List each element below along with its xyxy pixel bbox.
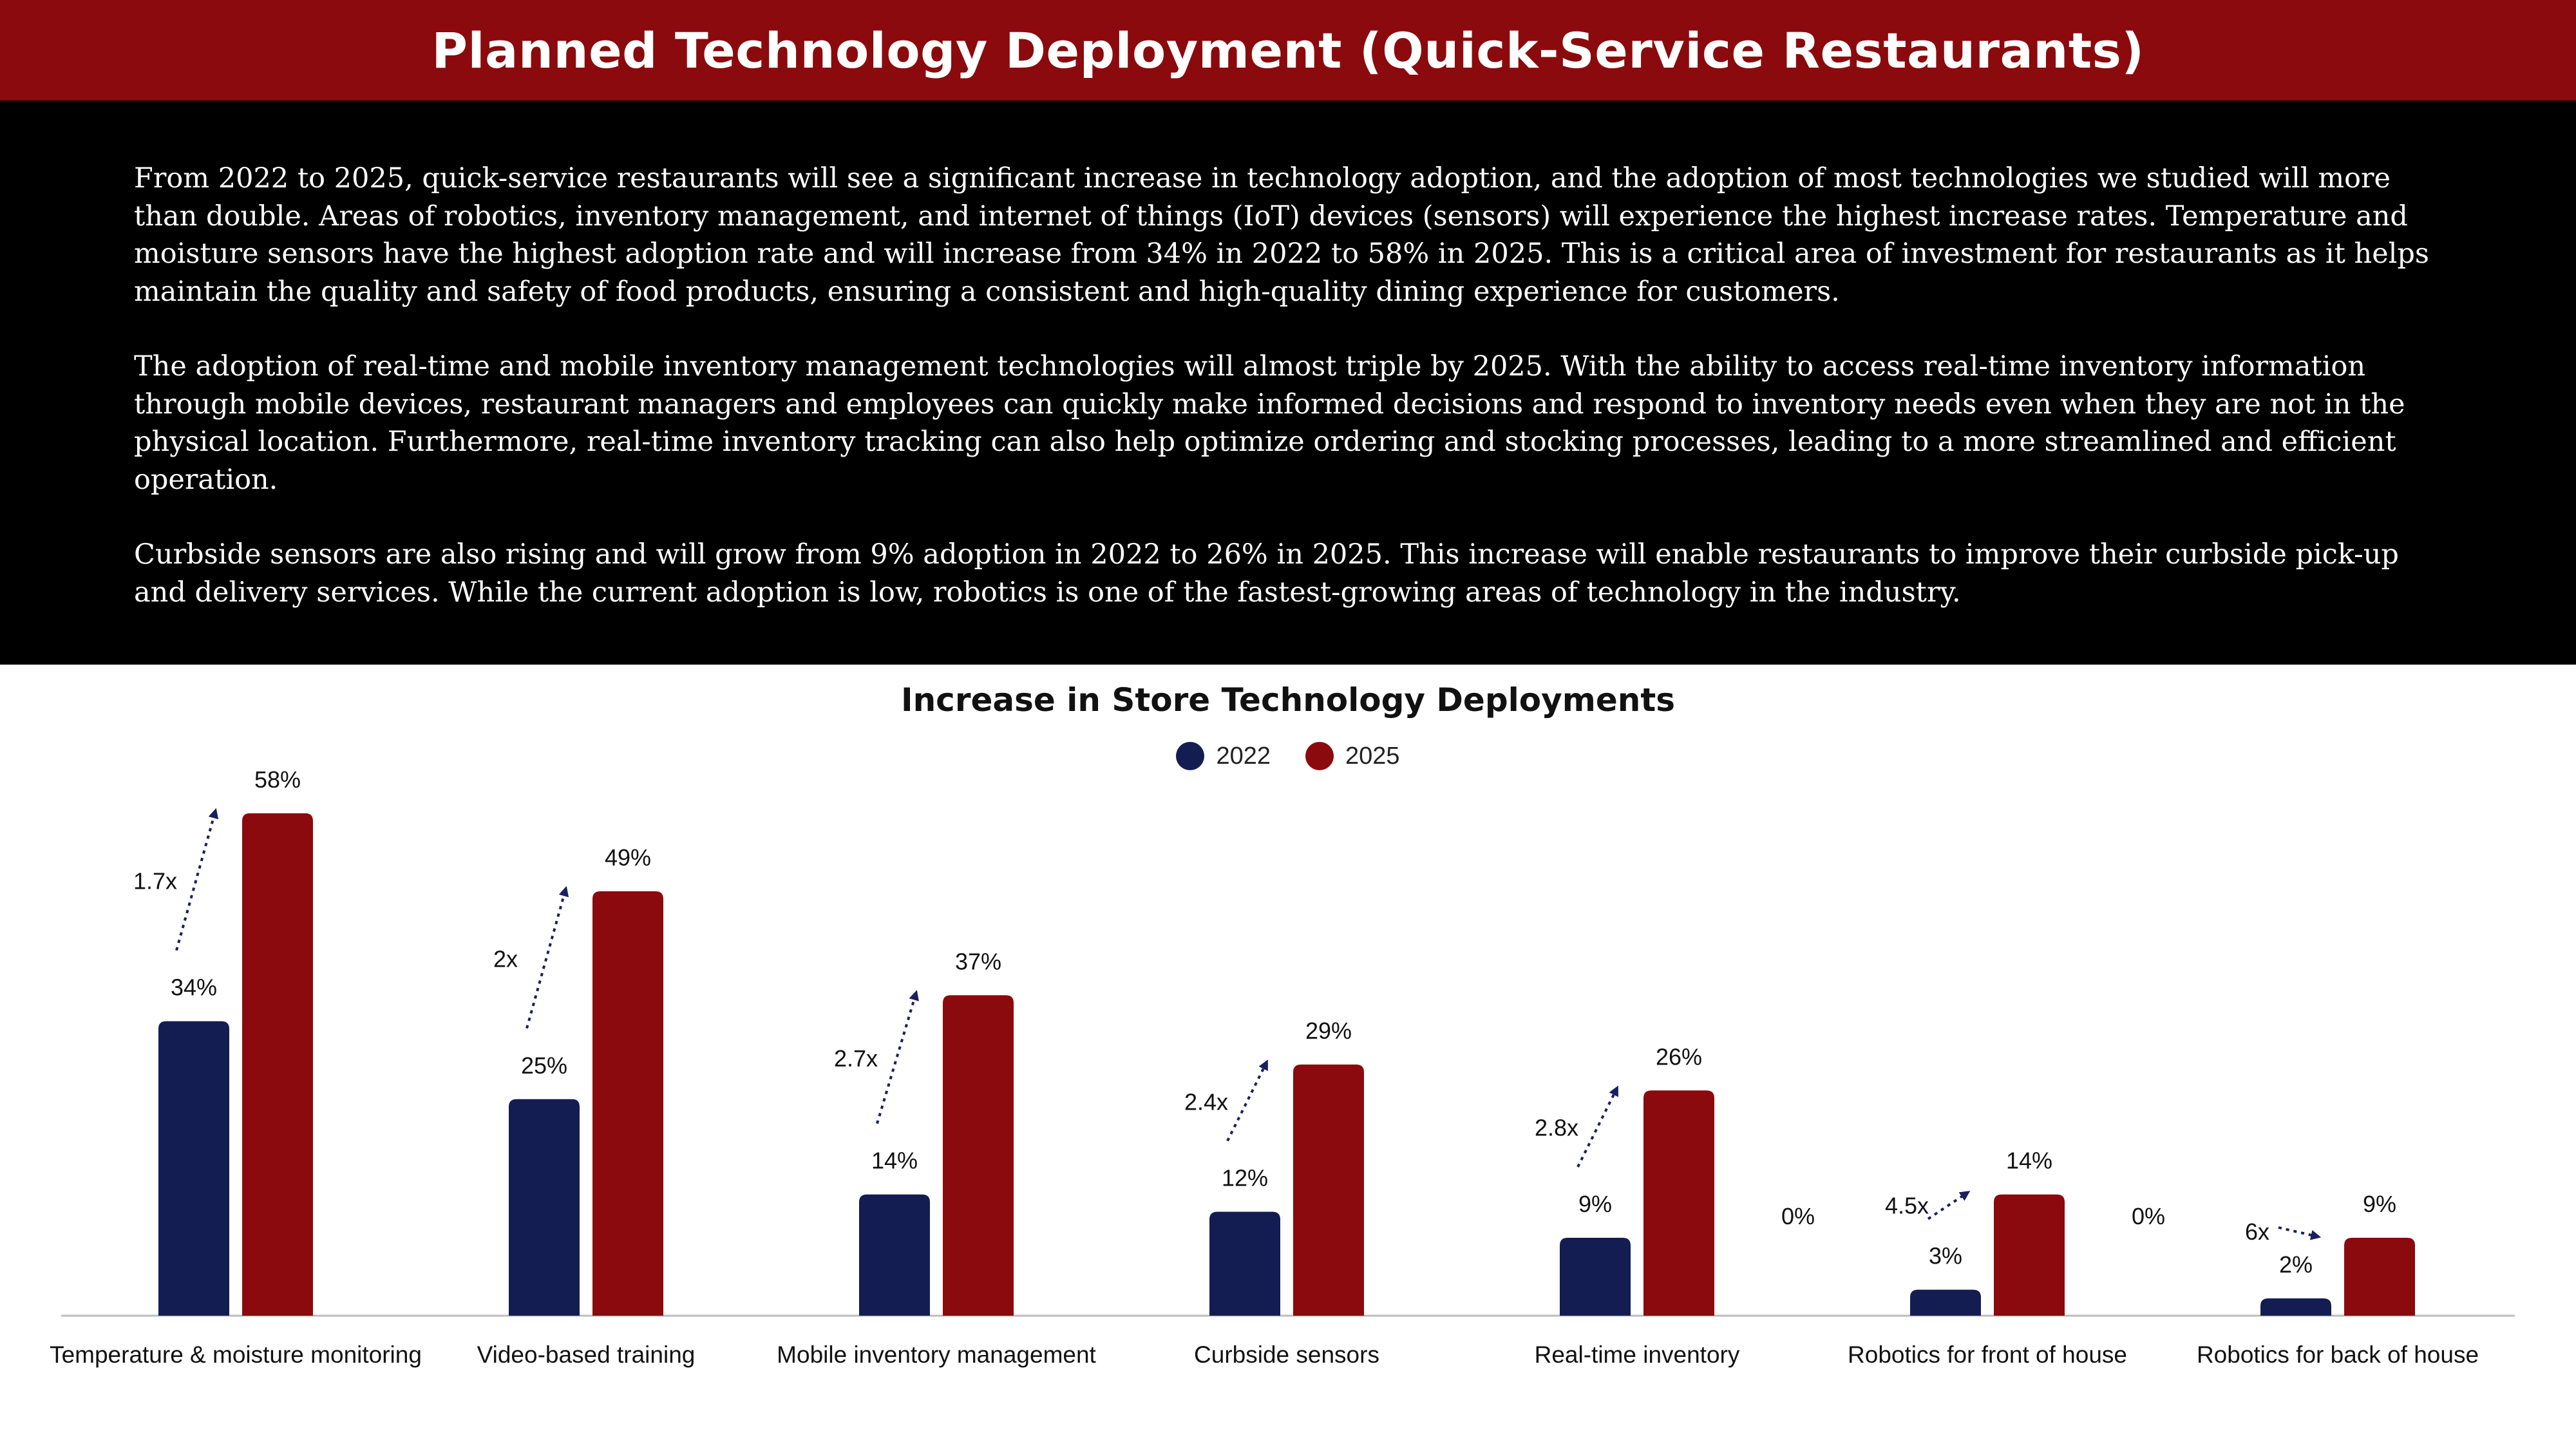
multiplier-arrow xyxy=(175,808,219,951)
bar-2025 xyxy=(943,995,1014,1316)
bar-2025 xyxy=(2344,1237,2415,1316)
bar-2022 xyxy=(2260,1298,2331,1316)
multiplier-label: 2.7x xyxy=(834,1045,878,1072)
category-label: Mobile inventory management xyxy=(777,1341,1096,1368)
legend-item-2025: 2025 xyxy=(1305,742,1400,770)
multiplier-label: 2x xyxy=(493,945,518,972)
bar-2025 xyxy=(1994,1194,2065,1316)
bar-2022 xyxy=(1560,1237,1631,1316)
category-label: Temperature & moisture monitoring xyxy=(50,1341,422,1368)
data-label-2022: 3% xyxy=(1929,1243,1962,1269)
header-banner: Planned Technology Deployment (Quick-Ser… xyxy=(0,0,2576,100)
multiplier-arrow xyxy=(1577,1085,1618,1168)
data-label-2022: 2% xyxy=(2279,1251,2313,1278)
multiplier-label: 2.8x xyxy=(1535,1115,1578,1141)
data-label-2025: 49% xyxy=(605,844,651,871)
intro-paragraph-1: From 2022 to 2025, quick-service restaur… xyxy=(134,162,2430,308)
data-label-2025: 58% xyxy=(254,766,301,793)
legend-label-2025: 2025 xyxy=(1345,742,1400,770)
intro-paragraph-2: The adoption of real-time and mobile inv… xyxy=(134,350,2405,496)
data-label-2025: 26% xyxy=(1656,1043,1702,1070)
bar-2025 xyxy=(592,891,663,1316)
legend-label-2022: 2022 xyxy=(1216,742,1271,770)
data-label-2025: 29% xyxy=(1305,1018,1352,1044)
category-label: Curbside sensors xyxy=(1194,1341,1379,1368)
legend-swatch-2025 xyxy=(1305,742,1334,770)
bar-2025 xyxy=(1643,1090,1714,1316)
data-label-2025: 37% xyxy=(955,948,1001,974)
multiplier-arrow xyxy=(1226,1059,1268,1142)
bar-2022 xyxy=(158,1021,229,1316)
legend-swatch-2022 xyxy=(1176,742,1205,770)
multiplier-arrow xyxy=(2278,1226,2322,1240)
data-label-2022: 9% xyxy=(1578,1191,1612,1217)
multiplier-arrow xyxy=(1927,1191,1971,1220)
category-label: Robotics for back of house xyxy=(2197,1341,2479,1368)
category-label: Real-time inventory xyxy=(1535,1341,1740,1368)
data-label-2022: 14% xyxy=(871,1148,918,1174)
multiplier-label: 2.4x xyxy=(1184,1088,1228,1115)
bar-2025 xyxy=(1293,1064,1364,1316)
multiplier-label: 6x xyxy=(2245,1218,2269,1245)
data-label-2025: 14% xyxy=(2006,1148,2052,1174)
category-label: Robotics for front of house xyxy=(1848,1341,2127,1368)
bar-2022 xyxy=(509,1099,580,1316)
extra-data-label: 0% xyxy=(2132,1203,2165,1229)
data-label-2022: 25% xyxy=(521,1052,567,1079)
data-label-2022: 34% xyxy=(171,974,217,1001)
bar-2022 xyxy=(1209,1211,1280,1316)
intro-paragraph-3: Curbside sensors are also rising and wil… xyxy=(134,538,2399,609)
multiplier-label: 1.7x xyxy=(133,867,177,894)
chart-legend: 2022 2025 xyxy=(0,742,2576,770)
legend-item-2022: 2022 xyxy=(1176,742,1271,770)
bar-2022 xyxy=(1910,1289,1981,1316)
intro-text: From 2022 to 2025, quick-service restaur… xyxy=(134,160,2452,649)
extra-data-label: 0% xyxy=(1781,1203,1815,1229)
chart-title: Increase in Store Technology Deployments xyxy=(900,681,1675,719)
data-label-2025: 9% xyxy=(2363,1191,2396,1217)
bar-2022 xyxy=(859,1194,930,1316)
multiplier-arrow xyxy=(526,886,569,1029)
data-label-2022: 12% xyxy=(1222,1165,1268,1191)
multiplier-arrow xyxy=(876,990,919,1124)
multiplier-label: 4.5x xyxy=(1885,1193,1929,1219)
bar-2025 xyxy=(242,813,313,1316)
category-label: Video-based training xyxy=(477,1341,696,1368)
page-title: Planned Technology Deployment (Quick-Ser… xyxy=(431,21,2145,79)
intro-panel: From 2022 to 2025, quick-service restaur… xyxy=(0,100,2576,665)
